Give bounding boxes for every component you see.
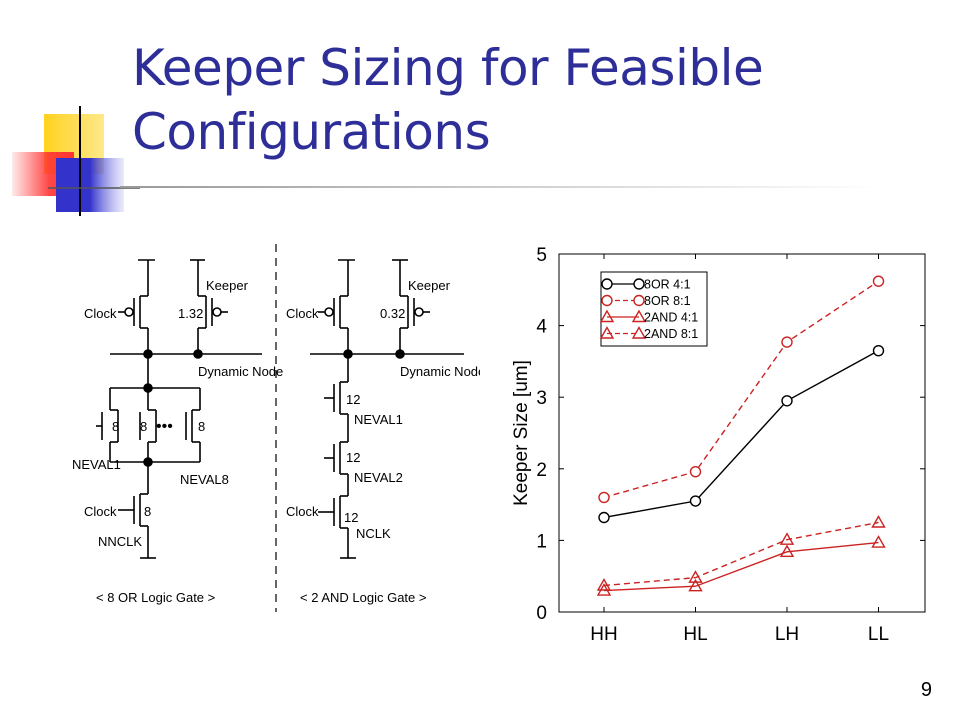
and-eval2-size: 12 [346,450,360,465]
data-point [689,495,702,507]
legend-label: 2AND 4:1 [644,311,698,325]
y-tick-label: 1 [536,531,547,552]
legend-label: 8OR 8:1 [644,294,691,308]
series-line [603,350,879,519]
series-2 [596,535,886,596]
and-dynamic-node-label: Dynamic Node [400,364,480,379]
data-point [781,336,793,348]
data-point [872,344,885,357]
x-tick-label: HH [590,624,617,645]
or-dynamic-node-label: Dynamic Node [198,364,283,379]
legend-marker [599,309,615,323]
or-eval-size-1: 8 [112,419,119,434]
x-tick-label: LH [775,624,799,645]
and-clock2-label: Clock [286,504,319,519]
and-nclk-label: NCLK [356,526,391,541]
legend-marker [631,326,647,339]
data-point [596,578,612,591]
or-foot-size: 8 [144,504,151,519]
or-gate-labels: Clock Keeper 1.32 Dynamic Node 8 8 ••• 8… [72,278,283,605]
and-foot-size: 12 [344,510,358,525]
deco-blue-square [56,158,124,212]
legend-marker [601,294,613,307]
or-clock2-label: Clock [84,504,117,519]
and-clock-label: Clock [286,306,319,321]
page-number: 9 [920,679,932,701]
or-clock-label: Clock [84,306,117,321]
legend-marker [633,294,645,307]
and-eval1-size: 12 [346,392,360,407]
or-neval8-label: NEVAL8 [180,472,229,487]
y-tick-label: 5 [536,245,547,266]
and-keeper-size: 0.32 [380,306,405,321]
y-tick-label: 2 [536,460,547,481]
and-neval1-label: NEVAL1 [354,412,403,427]
plot-frame [558,253,926,613]
legend-marker [599,326,615,339]
slide-title: Keeper Sizing for Feasible Configuration… [132,36,932,164]
series-line [603,280,879,499]
data-point [688,570,703,583]
series-line [603,541,879,592]
data-point [871,515,886,528]
y-tick-label: 4 [536,317,547,338]
and-neval2-label: NEVAL2 [354,470,403,485]
or-eval-size-8: 8 [198,419,205,434]
keeper-size-chart: 0 1 2 3 4 5 HH HL LH LL Keeper Size [um] 8OR 4:1 8O… [511,245,926,645]
or-neval1-label: NEVAL1 [72,457,121,472]
data-point [688,578,703,592]
and-gate-caption: < 2 AND Logic Gate > [300,590,426,605]
or-nnclk-label: NNCLK [98,534,142,549]
or-eval-dots: ••• [156,418,173,435]
legend-marker [631,309,647,323]
legend-marker [601,278,613,290]
series-1 [598,275,885,504]
series-line [603,521,879,587]
or-gate-schematic [96,259,262,559]
y-axis-label: Keeper Size [um] [511,360,532,506]
data-point [779,532,795,545]
circuit-diagram: Clock Keeper 1.32 Dynamic Node 8 8 ••• 8… [72,244,480,612]
y-tick-label: 3 [536,388,547,409]
and-gate-labels: Clock Keeper 0.32 Dynamic Node 12 NEVAL1… [286,278,480,605]
or-keeper-size: 1.32 [178,306,203,321]
data-point [871,535,886,548]
title-line-1: Keeper Sizing for Feasible [132,39,764,97]
and-gate-schematic [310,259,464,559]
data-point [689,465,702,478]
or-keeper-label: Keeper [206,278,249,293]
legend-label: 8OR 4:1 [644,278,691,292]
title-underline [120,186,880,188]
data-point [781,395,793,407]
legend-marker [633,278,645,290]
and-keeper-label: Keeper [408,278,451,293]
title-line-2: Configurations [132,103,491,161]
or-gate-caption: < 8 OR Logic Gate > [96,590,215,605]
x-tick-label: HL [683,624,707,645]
x-tick-label: LL [868,624,889,645]
series-3 [596,515,886,591]
corner-decoration [12,106,140,216]
legend-label: 2AND 8:1 [644,327,698,341]
data-point [598,511,610,524]
data-point [598,491,610,504]
data-point [872,275,885,287]
data-point [779,544,795,558]
y-tick-label: 0 [536,603,547,624]
series-0 [598,344,885,524]
or-eval-size-2: 8 [140,419,147,434]
